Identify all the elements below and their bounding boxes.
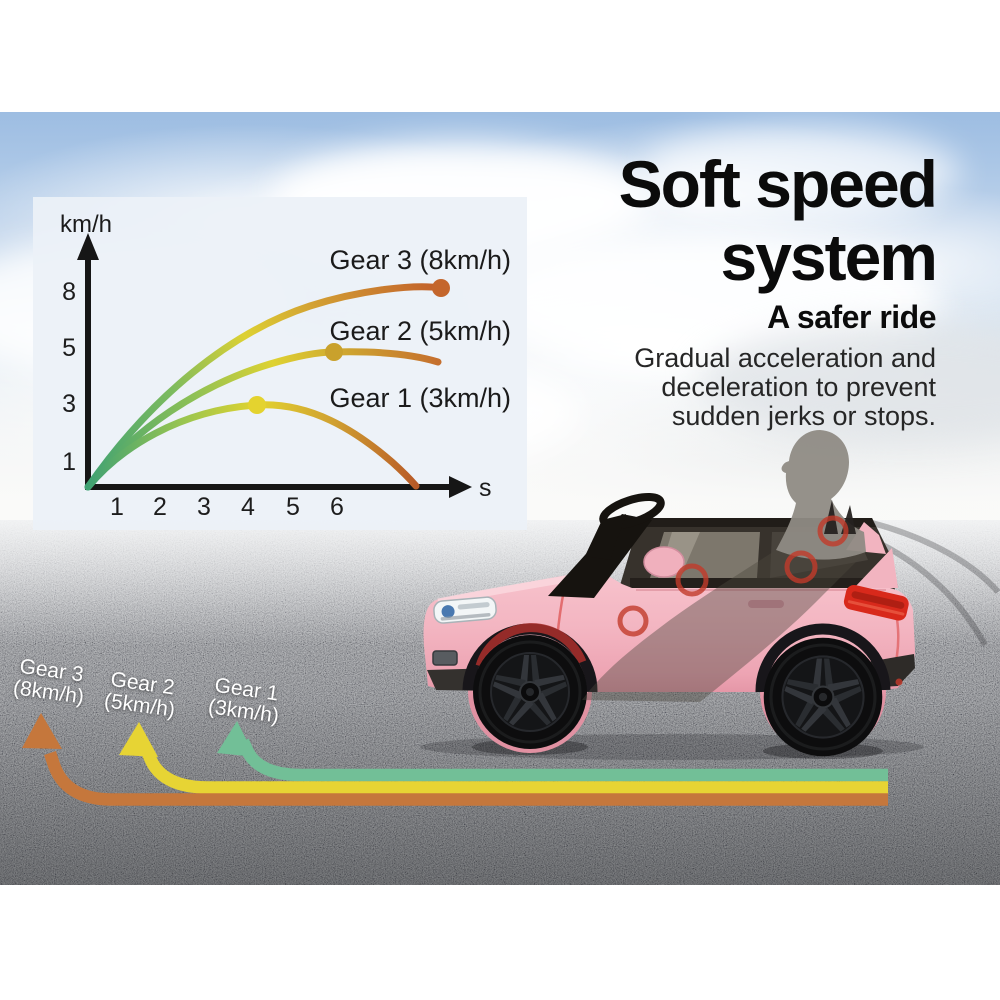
marker-gear-3: [432, 279, 450, 297]
title-line-1: Soft speed: [618, 147, 938, 221]
safety-point-markers: [617, 515, 849, 637]
svg-text:1: 1: [62, 448, 76, 476]
gear1-arrow-line: [237, 738, 888, 782]
marker-gear-2: [325, 343, 343, 361]
x-axis-arrow: [449, 476, 472, 498]
safety-ring: [784, 550, 818, 584]
svg-text:8: 8: [62, 278, 76, 306]
curve-gear-3: [84, 283, 445, 491]
svg-text:3: 3: [62, 390, 76, 418]
gear3-arrow-line: [44, 751, 888, 806]
y-tick-labels: 8 5 3 1: [62, 278, 76, 476]
cloud: [640, 127, 960, 217]
steering-column: [585, 514, 626, 560]
svg-text:3: 3: [197, 493, 211, 521]
front-wheel: [473, 635, 587, 749]
marker-gear-1: [248, 396, 266, 414]
svg-text:1: 1: [110, 493, 124, 521]
annotation-gear-3: Gear 3 (8km/h): [329, 245, 511, 275]
speed-chart-panel: km/h s 8 5 3 1 1 2 3 4 5 6 Gear 3 (8km/h…: [33, 197, 527, 530]
gear3-arrowhead: [22, 713, 62, 749]
y-axis-label: km/h: [60, 211, 112, 238]
page-title: Soft speed system: [376, 147, 939, 294]
description-line: Gradual acceleration and: [634, 343, 936, 373]
beltline-strip: [630, 578, 892, 588]
tail-light: [843, 584, 909, 621]
curve-gear-1: [84, 401, 420, 491]
gear1-arrowhead: [217, 721, 255, 757]
headline-block: Soft speed system A safer ride Gradual a…: [376, 147, 939, 431]
gear2-arrow-line: [140, 746, 888, 794]
gear-arrows: [22, 713, 888, 806]
chart-axes: [77, 233, 472, 498]
x-tick-labels: 1 2 3 4 5 6: [110, 493, 344, 521]
side-mirror: [643, 546, 685, 578]
description-line: deceleration to prevent: [661, 372, 936, 402]
rear-wheel: [763, 637, 883, 757]
safety-ring: [675, 563, 709, 597]
y-axis-arrow: [77, 233, 99, 260]
svg-text:6: 6: [330, 493, 344, 521]
rear-reflector: [895, 678, 903, 686]
safety-ring: [817, 515, 849, 547]
svg-text:5: 5: [286, 493, 300, 521]
gear2-arrowhead: [119, 722, 158, 757]
rear-wheel-arch: [755, 623, 891, 693]
svg-text:4: 4: [241, 493, 255, 521]
description: Gradual acceleration and deceleration to…: [376, 344, 936, 431]
svg-text:2: 2: [153, 493, 167, 521]
subtitle: A safer ride: [767, 299, 936, 335]
bumper-slot: [432, 650, 458, 666]
title-line-2: system: [720, 220, 939, 294]
safety-ring: [617, 605, 649, 637]
car-illustration: [423, 430, 915, 759]
annotation-gear-2: Gear 2 (5km/h): [329, 316, 511, 346]
x-axis-label: s: [479, 474, 492, 502]
front-inner-fender: [475, 623, 587, 668]
series-annotations: Gear 3 (8km/h) Gear 2 (5km/h) Gear 1 (3k…: [329, 245, 511, 413]
description-line: sudden jerks or stops.: [671, 401, 936, 431]
rear-pillar: [854, 548, 898, 588]
annotation-gear-1: Gear 1 (3km/h): [329, 383, 511, 413]
svg-text:5: 5: [62, 334, 76, 362]
door-handle: [748, 600, 784, 608]
silhouette-body: [582, 550, 866, 702]
speed-chart: km/h s 8 5 3 1 1 2 3 4 5 6 Gear 3 (8km/h…: [60, 211, 511, 521]
headlight: [433, 596, 497, 624]
curve-gear-2: [84, 348, 442, 491]
